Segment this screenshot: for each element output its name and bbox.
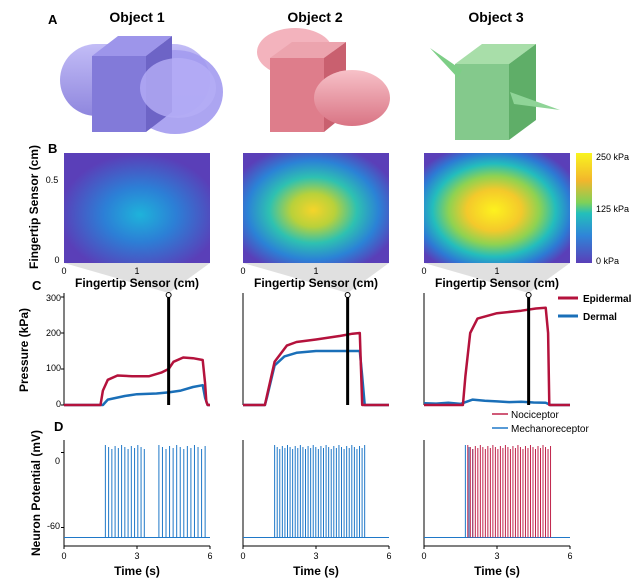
heatmap-x-tick-0: 0	[421, 266, 426, 276]
colorbar: 250 kPa 125 kPa 0 kPa	[576, 152, 629, 266]
heatmap-guide-wedge	[424, 263, 570, 293]
pressure-y-tick-0: 0	[56, 399, 61, 409]
heatmap-x-tick-1: 1	[134, 266, 139, 276]
neuron-y-tick-0: 0	[55, 456, 60, 466]
legend-label-nociceptor: Nociceptor	[511, 410, 559, 421]
neuron-y-tick-neg60: -60	[47, 521, 60, 531]
colorbar-tick-mid: 125 kPa	[596, 204, 629, 214]
neuron-x-axis-label: Time (s)	[474, 564, 520, 578]
object-1-title: Object 1	[109, 9, 164, 25]
neuron-plot-2: 0 3 6 Time (s)	[240, 440, 392, 578]
pressure-y-axis-label: Pressure (kPa)	[17, 308, 31, 392]
heatmap-y-tick-0: 0	[54, 255, 59, 265]
neuron-legend: Nociceptor Mechanoreceptor	[492, 410, 589, 435]
heatmap-x-tick-0: 0	[240, 266, 245, 276]
svg-text:Fingertip Sensor (cm): Fingertip Sensor (cm)	[27, 145, 41, 269]
dermal-series-line	[64, 383, 210, 407]
object-2-render	[257, 28, 390, 132]
heatmap-x-axis-label: Fingertip Sensor (cm)	[75, 276, 199, 290]
heatmap-x-tick-1: 1	[494, 266, 499, 276]
neuron-x-tick-label: 3	[494, 551, 499, 561]
epidermal-series-line	[424, 306, 570, 407]
neuron-x-tick-label: 6	[207, 551, 212, 561]
legend-label-dermal: Dermal	[583, 312, 617, 323]
svg-text:Neuron Potential (mV): Neuron Potential (mV)	[29, 430, 43, 556]
time-marker-knob	[165, 292, 172, 298]
dermal-series-line	[243, 349, 389, 407]
pressure-y-tick-300: 300	[46, 293, 61, 303]
heatmap-guide-wedge	[243, 263, 389, 293]
neuron-x-tick-label: 0	[61, 551, 66, 561]
neuron-x-tick-label: 3	[134, 551, 139, 561]
heatmap-y-tick-05: 0.5	[46, 175, 59, 185]
heatmap-object-2: 0 1 Fingertip Sensor (cm)	[240, 153, 389, 290]
neuron-x-tick-label: 0	[421, 551, 426, 561]
pressure-y-tick-100: 100	[46, 363, 61, 373]
epidermal-series-line	[243, 331, 389, 407]
time-marker-knob	[525, 292, 532, 298]
time-marker-knob	[344, 292, 351, 298]
neuron-x-tick-label: 3	[313, 551, 318, 561]
object-1-render	[60, 36, 223, 134]
neuron-y-axis-label: Neuron Potential (mV)	[29, 430, 43, 556]
neuron-x-tick-label: 6	[386, 551, 391, 561]
neuron-plot-3: 0 3 6 Time (s)	[421, 440, 573, 578]
heatmap-object-3: 0 1 Fingertip Sensor (cm)	[421, 153, 570, 290]
legend-label-epidermal: Epidermal	[583, 294, 632, 305]
heatmap-x-tick-1: 1	[313, 266, 318, 276]
legend-label-mechanoreceptor: Mechanoreceptor	[511, 424, 589, 435]
heatmap-x-axis-label: Fingertip Sensor (cm)	[435, 276, 559, 290]
pressure-plot-3	[423, 263, 570, 407]
neuron-x-axis-label: Time (s)	[114, 564, 160, 578]
heatmap-x-axis-label: Fingertip Sensor (cm)	[254, 276, 378, 290]
svg-text:Pressure (kPa): Pressure (kPa)	[17, 308, 31, 392]
object-3-title: Object 3	[468, 9, 523, 25]
pressure-plot-1	[61, 263, 210, 407]
panel-label-c: C	[32, 278, 42, 293]
pressure-y-tick-200: 200	[46, 328, 61, 338]
epidermal-series-line	[64, 356, 210, 407]
heatmap-x-tick-0: 0	[61, 266, 66, 276]
neuron-x-tick-label: 0	[240, 551, 245, 561]
object-2-title: Object 2	[287, 9, 342, 25]
dermal-series-line	[423, 398, 570, 407]
colorbar-tick-min: 0 kPa	[596, 256, 619, 266]
heatmap-y-axis-label: Fingertip Sensor (cm)	[27, 145, 41, 269]
colorbar-tick-max: 250 kPa	[596, 152, 629, 162]
panel-label-a: A	[48, 12, 58, 27]
pressure-y-ticks: 300 200 100 0	[46, 293, 61, 409]
pressure-legend: Epidermal Dermal	[558, 294, 632, 323]
heatmap-object-1: 0 1 Fingertip Sensor (cm)	[61, 153, 210, 290]
pressure-plot-2	[242, 263, 389, 407]
neuron-x-axis-label: Time (s)	[293, 564, 339, 578]
neuron-plot-1: 0 3 6 Time (s)	[61, 440, 213, 578]
heatmap-guide-wedge	[64, 263, 210, 293]
panel-label-d: D	[54, 419, 63, 434]
object-3-render	[430, 44, 560, 140]
neuron-x-tick-label: 6	[567, 551, 572, 561]
panel-label-b: B	[48, 141, 57, 156]
